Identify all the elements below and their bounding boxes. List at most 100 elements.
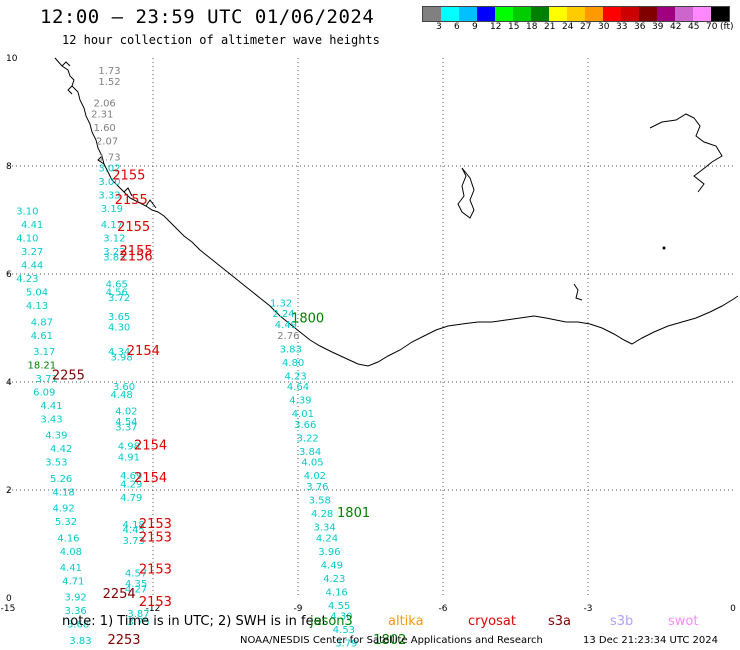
- coastline-detail: [61, 61, 157, 209]
- wave-height-value: 3.22: [103, 247, 125, 258]
- y-tick-label: 10: [6, 54, 18, 64]
- wave-height-value: 4.48: [110, 390, 132, 401]
- pass-time-label: 2155: [117, 220, 150, 235]
- wave-height-value: 4.64: [287, 382, 309, 393]
- wave-height-value: 4.01: [292, 409, 314, 420]
- y-tick-label: 2: [6, 486, 12, 496]
- y-tick-label: 0: [6, 594, 12, 604]
- wave-height-value: 4.17: [101, 220, 123, 231]
- y-tick-label: 4: [6, 378, 12, 388]
- pass-time-label: 2153: [139, 530, 172, 545]
- wave-height-value: 4.79: [120, 493, 142, 504]
- wave-height-value: 4.61: [31, 331, 53, 342]
- color-legend-label: 18: [526, 22, 538, 32]
- wave-height-value: 4.49: [275, 320, 297, 331]
- wave-height-value: 4.18: [52, 487, 74, 498]
- y-tick-label: 8: [6, 162, 12, 172]
- color-swatch: [567, 7, 585, 21]
- wave-height-value: 3.17: [33, 347, 55, 358]
- pass-time-label: 2156: [120, 250, 153, 265]
- pass-time-label: 2153: [139, 517, 172, 532]
- x-tick-label: 0: [730, 604, 736, 614]
- color-legend-labels: 3 6 9 12 15 18 21 24 27 30 33 36 39 42 45 70 (ft): [422, 22, 740, 34]
- color-legend-label: 39: [652, 22, 664, 32]
- color-swatch: [693, 7, 711, 21]
- color-swatch: [549, 7, 567, 21]
- wave-height-value: 3.34: [313, 523, 335, 534]
- wave-height-value: 3.83: [103, 253, 125, 264]
- x-tick-label: -6: [439, 604, 448, 614]
- page-subtitle: 12 hour collection of altimeter wave hei…: [62, 33, 380, 47]
- wave-height-value: 3.98: [110, 352, 132, 363]
- pass-time-label: 2155: [112, 169, 145, 184]
- wave-height-value: 4.13: [26, 301, 48, 312]
- wave-height-value: 3.27: [21, 247, 43, 258]
- coastline-main: [54, 57, 739, 367]
- wave-height-value: 4.27: [125, 585, 147, 596]
- wave-height-value: 4.69: [120, 471, 142, 482]
- wave-height-value: 3.72: [108, 293, 130, 304]
- wave-height-value: 3.73: [123, 536, 145, 547]
- wave-height-value: 1.73: [98, 153, 120, 164]
- wave-height-value: 4.55: [328, 601, 350, 612]
- wave-height-value: 4.57: [125, 568, 147, 579]
- color-legend-label: 6: [454, 22, 460, 32]
- wave-height-value: 4.54: [115, 417, 137, 428]
- color-legend-label: 3: [436, 22, 442, 32]
- pass-time-label: 2155: [120, 244, 153, 259]
- wave-height-value: 3.12: [103, 234, 125, 245]
- wave-height-value: 3.33: [98, 190, 120, 201]
- wave-height-value: 4.34: [108, 347, 130, 358]
- wave-height-value: 3.00: [98, 177, 120, 188]
- wave-height-value: 4.45: [123, 525, 145, 536]
- axis-ticks: -15 -12 -9 -6 -3 0 10 8 6 4 2 0: [1, 54, 736, 614]
- river-mark: [573, 283, 583, 301]
- wave-height-value: 3.83: [69, 636, 91, 647]
- color-legend-label: 24: [562, 22, 574, 32]
- wave-height-value: 3.22: [297, 433, 319, 444]
- color-swatch: [657, 7, 675, 21]
- wave-height-value: 4.98: [118, 442, 140, 453]
- wave-height-value: 4.16: [326, 587, 348, 598]
- color-swatch: [603, 7, 621, 21]
- color-legend-label: 9: [472, 22, 478, 32]
- wave-height-value: 3.68: [67, 620, 89, 631]
- color-swatch: [477, 7, 495, 21]
- pass-time-label: 2254: [103, 587, 136, 602]
- wave-height-value: 4.23: [16, 274, 38, 285]
- wave-height-value: 1.32: [270, 298, 292, 309]
- wave-height-value: 4.71: [62, 577, 84, 588]
- wave-height-value: 5.26: [50, 474, 72, 485]
- wave-height-value: 18.21: [28, 361, 57, 372]
- credit-line: NOAA/NESDIS Center for Satellite Applica…: [240, 635, 543, 646]
- wave-height-value: 3.66: [294, 420, 316, 431]
- coastline: [54, 57, 739, 367]
- wave-height-value: 4.65: [106, 280, 128, 291]
- satellite-legend-cryosat: cryosat: [468, 614, 516, 629]
- color-legend-label: 36: [634, 22, 646, 32]
- x-tick-label: -9: [294, 604, 303, 614]
- wave-height-value: 3.53: [45, 458, 67, 469]
- color-legend-label: 15: [508, 22, 520, 32]
- pass-time-labels: 2155215521552155215621542255215421542153…: [52, 169, 407, 648]
- color-legend-label: 12: [490, 22, 502, 32]
- color-legend-label: (ft): [720, 22, 734, 32]
- wave-height-value: 4.24: [316, 533, 338, 544]
- color-swatch: [459, 7, 477, 21]
- wave-height-value: 4.41: [40, 401, 62, 412]
- wave-height-value: 3.79: [335, 639, 357, 650]
- page-title: 12:00 – 23:59 UTC 01/06/2024: [40, 6, 375, 28]
- pass-time-label: 2253: [107, 633, 140, 648]
- wave-height-value: 4.02: [115, 406, 137, 417]
- wave-height-value: 2.31: [91, 109, 113, 120]
- wave-height-value: 4.10: [16, 234, 38, 245]
- wave-height-value: 4.28: [311, 509, 333, 520]
- lake-nigeria: [649, 113, 723, 193]
- wave-height-value: 3.84: [299, 447, 321, 458]
- wave-height-value: 3.65: [108, 312, 130, 323]
- pass-time-label: 1802: [373, 633, 406, 648]
- wave-height-value: 2.76: [277, 331, 299, 342]
- wave-height-value: 3.02: [98, 163, 120, 174]
- color-legend-label: 27: [580, 22, 592, 32]
- wave-height-value: 4.42: [50, 444, 72, 455]
